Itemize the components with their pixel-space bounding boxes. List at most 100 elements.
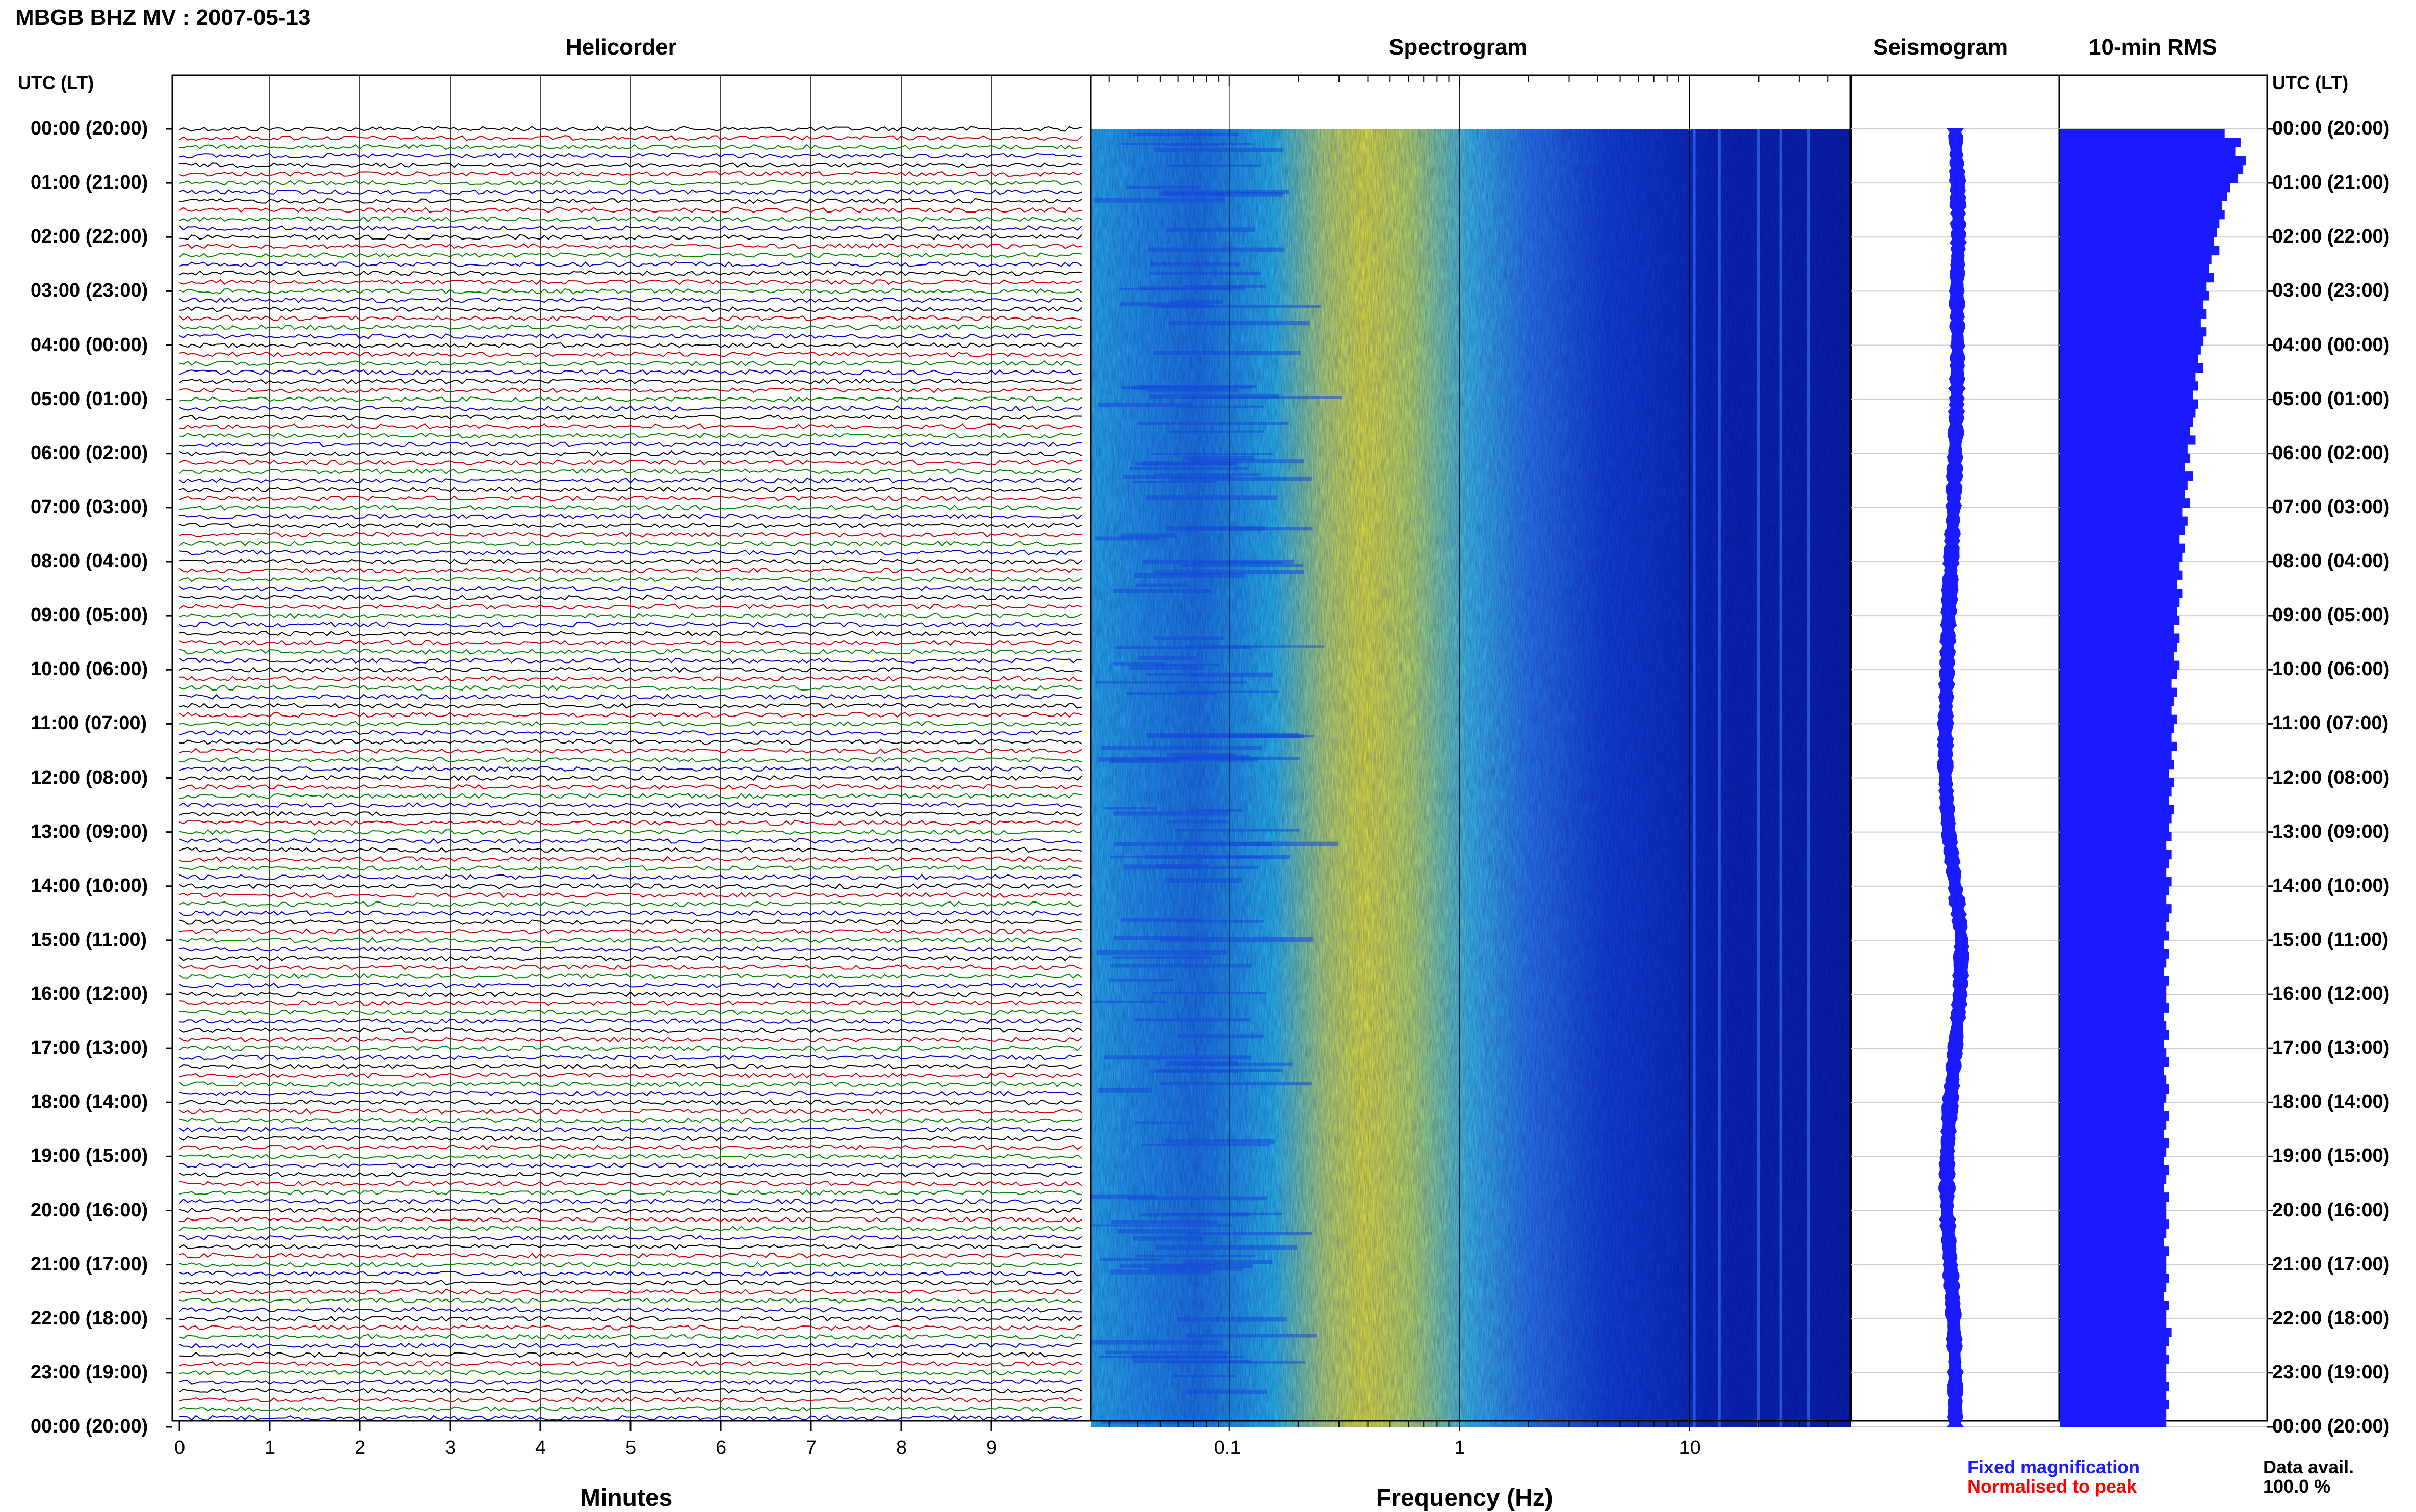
- rms-bar: [2060, 579, 2177, 589]
- spectrogram-stripe: [1103, 807, 1156, 810]
- rms-bar: [2060, 147, 2236, 156]
- time-label-left: 07:00 (03:00): [31, 496, 148, 518]
- time-label-right: 11:00 (07:00): [2272, 712, 2389, 734]
- time-label-left: 09:00 (05:00): [31, 604, 148, 626]
- minute-tick-label: 1: [265, 1437, 276, 1458]
- helicorder-trace: [179, 144, 1082, 150]
- spectrogram-stripe: [1134, 573, 1245, 578]
- helicorder-trace: [179, 153, 1082, 159]
- helicorder-trace: [179, 910, 1082, 916]
- helicorder-trace: [179, 1415, 1082, 1421]
- spectrogram-stripe: [1186, 1389, 1268, 1394]
- minute-tick-label: 4: [535, 1437, 546, 1458]
- rms-bar: [2060, 516, 2188, 526]
- spectrogram-noise-texture: [1091, 129, 1850, 1427]
- helicorder-trace: [179, 1388, 1082, 1394]
- helicorder-trace: [179, 1405, 1082, 1412]
- helicorder-trace: [179, 757, 1082, 763]
- rms-bar: [2060, 886, 2169, 895]
- helicorder-trace: [179, 1054, 1082, 1060]
- time-label-right: 03:00 (23:00): [2272, 280, 2390, 302]
- rms-bar: [2060, 1021, 2167, 1031]
- rms-bar: [2060, 183, 2230, 193]
- spectrogram-stripe: [1137, 422, 1289, 425]
- spectrogram-stripe: [1091, 1340, 1218, 1345]
- helicorder-trace: [179, 1324, 1082, 1331]
- time-label-right: 16:00 (12:00): [2272, 983, 2390, 1004]
- helicorder-trace: [179, 559, 1082, 565]
- spectrogram-stripe: [1113, 662, 1165, 666]
- helicorder-trace: [179, 847, 1082, 853]
- time-label-left: 23:00 (19:00): [31, 1361, 148, 1383]
- rms-bar: [2060, 697, 2174, 706]
- time-label-right: 10:00 (06:00): [2272, 658, 2390, 680]
- helicorder-minute-ticks: [178, 1421, 992, 1431]
- helicorder-trace: [179, 1072, 1082, 1078]
- helicorder-trace: [179, 1370, 1082, 1376]
- rms-bar: [2060, 1219, 2169, 1229]
- time-label-right: 06:00 (02:00): [2272, 442, 2390, 464]
- spectrogram-stripe: [1169, 430, 1264, 433]
- rms-bar: [2060, 940, 2164, 950]
- legend-normalised-to-peak: Normalised to peak: [1967, 1476, 2137, 1497]
- helicorder-trace: [179, 1234, 1082, 1241]
- helicorder-trace: [179, 640, 1082, 646]
- spectrogram-stripe: [1113, 589, 1212, 593]
- time-label-right: 00:00 (20:00): [2272, 118, 2390, 139]
- helicorder-trace: [179, 567, 1082, 574]
- rms-bar: [2060, 1057, 2169, 1067]
- rms-bar: [2060, 1012, 2164, 1022]
- rms-bar: [2060, 562, 2180, 571]
- minute-tick-label: 7: [806, 1437, 817, 1458]
- rms-bar: [2060, 967, 2164, 977]
- rms-bar: [2060, 417, 2193, 427]
- time-label-left: 05:00 (01:00): [31, 388, 148, 410]
- rms-bar: [2060, 949, 2169, 959]
- helicorder-trace: [179, 441, 1082, 448]
- helicorder-trace: [179, 1000, 1082, 1006]
- spectrogram-stripe: [1145, 495, 1278, 500]
- helicorder-trace: [179, 486, 1082, 493]
- rms-bar: [2060, 643, 2177, 652]
- spectrogram-stripe: [1121, 386, 1252, 389]
- time-label-left: 14:00 (10:00): [31, 874, 148, 896]
- helicorder-trace: [179, 1081, 1082, 1087]
- time-label-right: 21:00 (17:00): [2272, 1253, 2390, 1275]
- spectrogram-stripe: [1160, 866, 1258, 869]
- rms-bar: [2060, 1048, 2167, 1058]
- rms-bar: [2060, 1183, 2164, 1193]
- helicorder-trace: [179, 1216, 1082, 1223]
- spectrogram-stripe: [1142, 461, 1236, 466]
- spectrogram-stripe: [1166, 526, 1266, 531]
- helicorder-trace: [179, 883, 1082, 889]
- rms-bar: [2060, 1066, 2164, 1076]
- time-label-left: 03:00 (23:00): [31, 280, 148, 302]
- rms-bar: [2060, 913, 2169, 922]
- spectrogram-stripe: [1150, 262, 1241, 267]
- rms-bar: [2060, 255, 2212, 264]
- time-label-right: 14:00 (10:00): [2272, 874, 2390, 896]
- rms-bar: [2060, 471, 2193, 481]
- rms-bar: [2060, 1237, 2164, 1247]
- helicorder-trace: [179, 1009, 1082, 1016]
- spectrogram-stripe: [1165, 1139, 1275, 1144]
- helicorder-trace: [179, 513, 1082, 520]
- rms-bar: [2060, 1093, 2167, 1103]
- spectrogram-stripe: [1149, 271, 1262, 276]
- helicorder-trace: [179, 1361, 1082, 1367]
- seismogram-panel: [1850, 74, 2060, 1427]
- spectrogram-stripe: [1166, 820, 1230, 824]
- rms-bar: [2060, 795, 2169, 806]
- helicorder-trace: [179, 1289, 1082, 1295]
- helicorder-trace: [179, 1153, 1082, 1160]
- time-label-right: 20:00 (16:00): [2272, 1199, 2390, 1221]
- helicorder-trace: [179, 630, 1082, 637]
- spectrogram-stripe: [1147, 389, 1239, 393]
- rms-bar: [2060, 850, 2172, 860]
- frequency-tick-label: 10: [1679, 1437, 1701, 1458]
- rms-bar: [2060, 741, 2177, 751]
- spectrogram-stripe: [1148, 247, 1285, 252]
- rms-bar: [2060, 525, 2185, 535]
- time-label-right: 18:00 (14:00): [2272, 1091, 2390, 1113]
